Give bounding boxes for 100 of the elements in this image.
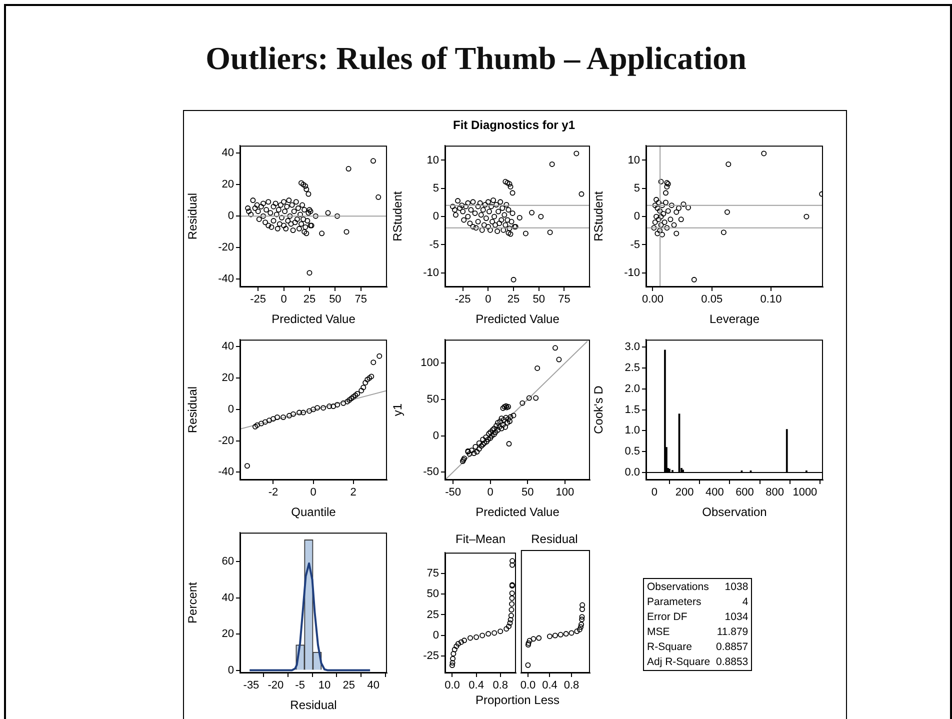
y-tick-label: 5 bbox=[432, 182, 439, 194]
x-axis-title: Predicted Value bbox=[272, 312, 356, 326]
y-tick-label: -20 bbox=[218, 242, 234, 254]
text: 1038 bbox=[724, 581, 748, 593]
y-tick-label: 5 bbox=[634, 182, 640, 194]
y-tick-label: 0.5 bbox=[624, 446, 640, 458]
x-axis-title: Observation bbox=[702, 505, 767, 520]
text: 0.8853 bbox=[716, 656, 748, 668]
y-tick-label: 2.5 bbox=[624, 362, 640, 374]
x-tick-label: -25 bbox=[454, 294, 471, 306]
x-tick-label: 0 bbox=[280, 294, 287, 306]
x-tick-label: 40 bbox=[367, 680, 380, 692]
x-tick-label: -25 bbox=[250, 294, 266, 306]
y-tick-label: 0 bbox=[432, 210, 439, 223]
text: R-Square bbox=[647, 641, 693, 653]
x-tick-label: 0 bbox=[651, 486, 658, 499]
y-tick-label: -20 bbox=[218, 434, 234, 447]
y-tick-label: 0 bbox=[228, 403, 234, 416]
y-tick-label: 25 bbox=[426, 608, 439, 621]
x-tick-label: 75 bbox=[558, 294, 570, 306]
x-tick-label: 1000 bbox=[792, 486, 818, 499]
x-tick-label: 0 bbox=[310, 486, 316, 499]
y-tick-label: -5 bbox=[429, 238, 439, 251]
text: Observations bbox=[647, 581, 710, 593]
y-tick-label: -40 bbox=[218, 466, 234, 478]
text: Error DF bbox=[647, 611, 688, 623]
y-tick-label: -40 bbox=[218, 273, 234, 286]
y-tick-label: -5 bbox=[630, 238, 640, 251]
y-tick-label: 2.0 bbox=[624, 382, 640, 395]
x-tick-label: 0.05 bbox=[701, 294, 723, 306]
x-axis-title: Leverage bbox=[709, 312, 760, 326]
x-tick-label: 600 bbox=[736, 486, 754, 499]
y-tick-label: 40 bbox=[222, 340, 234, 353]
x-tick-label: -35 bbox=[243, 680, 260, 692]
x-tick-label: 200 bbox=[675, 486, 694, 499]
x-tick-label: 0.4 bbox=[468, 680, 484, 692]
text: 4 bbox=[741, 596, 748, 608]
x-tick-label: 400 bbox=[705, 486, 724, 499]
text: Adj R-Square bbox=[647, 656, 710, 668]
y-tick-label: 3.0 bbox=[624, 341, 640, 354]
x-tick-label: 800 bbox=[766, 486, 784, 499]
y-tick-label: -25 bbox=[423, 650, 439, 662]
y-tick-label: -50 bbox=[423, 466, 439, 478]
y-tick-label: 60 bbox=[222, 556, 234, 568]
x-tick-label: 0.8 bbox=[492, 680, 508, 692]
y-axis-title: y1 bbox=[390, 403, 405, 416]
chart-title: Residual bbox=[530, 532, 579, 546]
x-tick-label: 0.0 bbox=[444, 680, 460, 692]
y-axis-title: Cook's D bbox=[592, 385, 606, 434]
text: MSE bbox=[647, 626, 671, 638]
y-tick-label: 20 bbox=[222, 178, 234, 191]
y-tick-label: 1.0 bbox=[624, 424, 640, 437]
x-tick-label: 10 bbox=[318, 680, 331, 692]
x-tick-label: 0 bbox=[487, 486, 494, 499]
x-tick-label: 75 bbox=[354, 294, 368, 306]
chart-title: Fit–Mean bbox=[454, 532, 507, 546]
y-tick-label: 10 bbox=[426, 154, 439, 166]
x-tick-label: 0.10 bbox=[760, 294, 782, 306]
x-tick-label: 0 bbox=[485, 294, 492, 306]
x-tick-label: -2 bbox=[268, 486, 278, 499]
y-tick-label: 40 bbox=[222, 592, 234, 604]
y-tick-label: -10 bbox=[423, 266, 439, 279]
y-tick-label: 0.0 bbox=[624, 466, 640, 479]
y-tick-label: 50 bbox=[426, 588, 439, 600]
x-tick-label: -20 bbox=[268, 680, 284, 692]
x-axis-title: Predicted Value bbox=[476, 505, 560, 520]
y-tick-label: -10 bbox=[624, 266, 640, 279]
y-tick-label: 100 bbox=[420, 357, 439, 370]
text: 11.879 bbox=[716, 626, 748, 638]
y-tick-label: 0 bbox=[432, 629, 439, 642]
x-tick-label: 0.00 bbox=[642, 294, 664, 306]
y-axis-title: Residual bbox=[186, 192, 200, 240]
text: Parameters bbox=[647, 596, 702, 608]
y-tick-label: 75 bbox=[426, 567, 439, 580]
text: Outliers: Rules of Thumb – Application bbox=[204, 40, 748, 77]
text: 0.8857 bbox=[716, 641, 748, 653]
y-axis-title: RStudent bbox=[390, 190, 405, 242]
text: Fit Diagnostics for y1 bbox=[452, 118, 576, 132]
x-tick-label: 100 bbox=[556, 486, 574, 499]
y-tick-label: 40 bbox=[222, 147, 234, 160]
y-tick-label: 0 bbox=[228, 664, 234, 676]
x-axis-title: Residual bbox=[290, 698, 337, 712]
y-tick-label: 1.5 bbox=[624, 404, 640, 416]
x-tick-label: 0.0 bbox=[520, 680, 536, 692]
x-tick-label: 0.8 bbox=[564, 680, 580, 692]
y-axis-title: Percent bbox=[186, 581, 200, 624]
y-tick-label: 0 bbox=[634, 210, 640, 223]
x-axis-title: Proportion Less bbox=[474, 693, 561, 707]
x-tick-label: 2 bbox=[350, 486, 356, 499]
y-tick-label: 20 bbox=[222, 372, 234, 384]
y-tick-label: 0 bbox=[432, 430, 439, 442]
x-tick-label: -5 bbox=[295, 680, 305, 692]
x-tick-label: 50 bbox=[532, 294, 546, 306]
x-axis-title: Predicted Value bbox=[476, 312, 560, 326]
x-tick-label: 0.4 bbox=[542, 680, 558, 692]
y-tick-label: 0 bbox=[228, 210, 234, 222]
x-tick-label: 25 bbox=[342, 680, 356, 692]
y-tick-label: 50 bbox=[426, 394, 439, 406]
x-axis-title: Quantile bbox=[291, 505, 336, 520]
y-tick-label: 10 bbox=[628, 154, 640, 166]
